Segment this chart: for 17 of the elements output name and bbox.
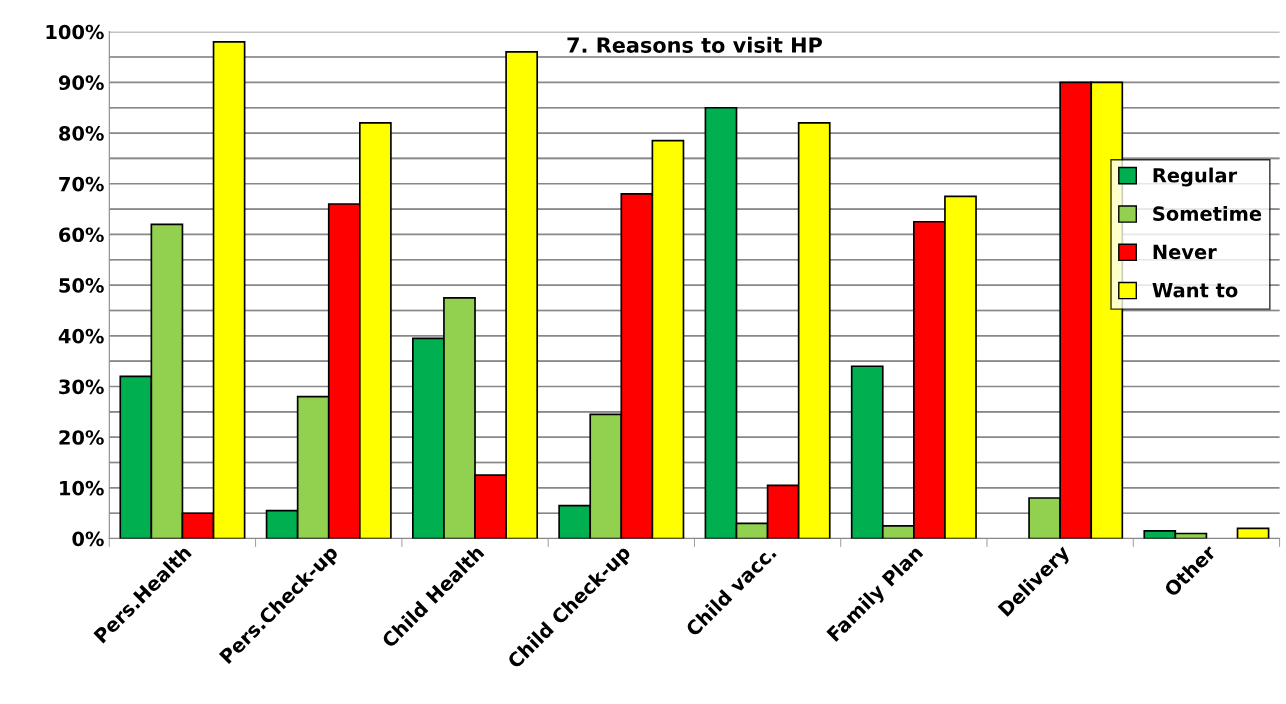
- legend-label: Regular: [1153, 167, 1238, 187]
- legend-label: Never: [1153, 244, 1217, 260]
- y-tick-label: 10%: [60, 480, 104, 496]
- y-tick-label: 30%: [59, 379, 104, 395]
- chart-title: 7. Reasons to visit HP: [567, 36, 822, 53]
- y-tick-label: 80%: [59, 126, 104, 141]
- y-tick-label: 50%: [59, 278, 104, 293]
- legend-label: Want to: [1152, 283, 1238, 298]
- y-tick-label: 0%: [72, 531, 104, 547]
- legend-label: Sometime: [1153, 205, 1262, 222]
- y-tick-label: 40%: [58, 328, 104, 344]
- bar: [1236, 527, 1270, 539]
- y-tick-label: 100%: [46, 24, 104, 40]
- y-tick-label: 90%: [58, 75, 104, 91]
- y-tick-label: 20%: [59, 430, 104, 445]
- y-tick-label: 70%: [59, 176, 104, 192]
- y-tick-label: 60%: [59, 227, 104, 243]
